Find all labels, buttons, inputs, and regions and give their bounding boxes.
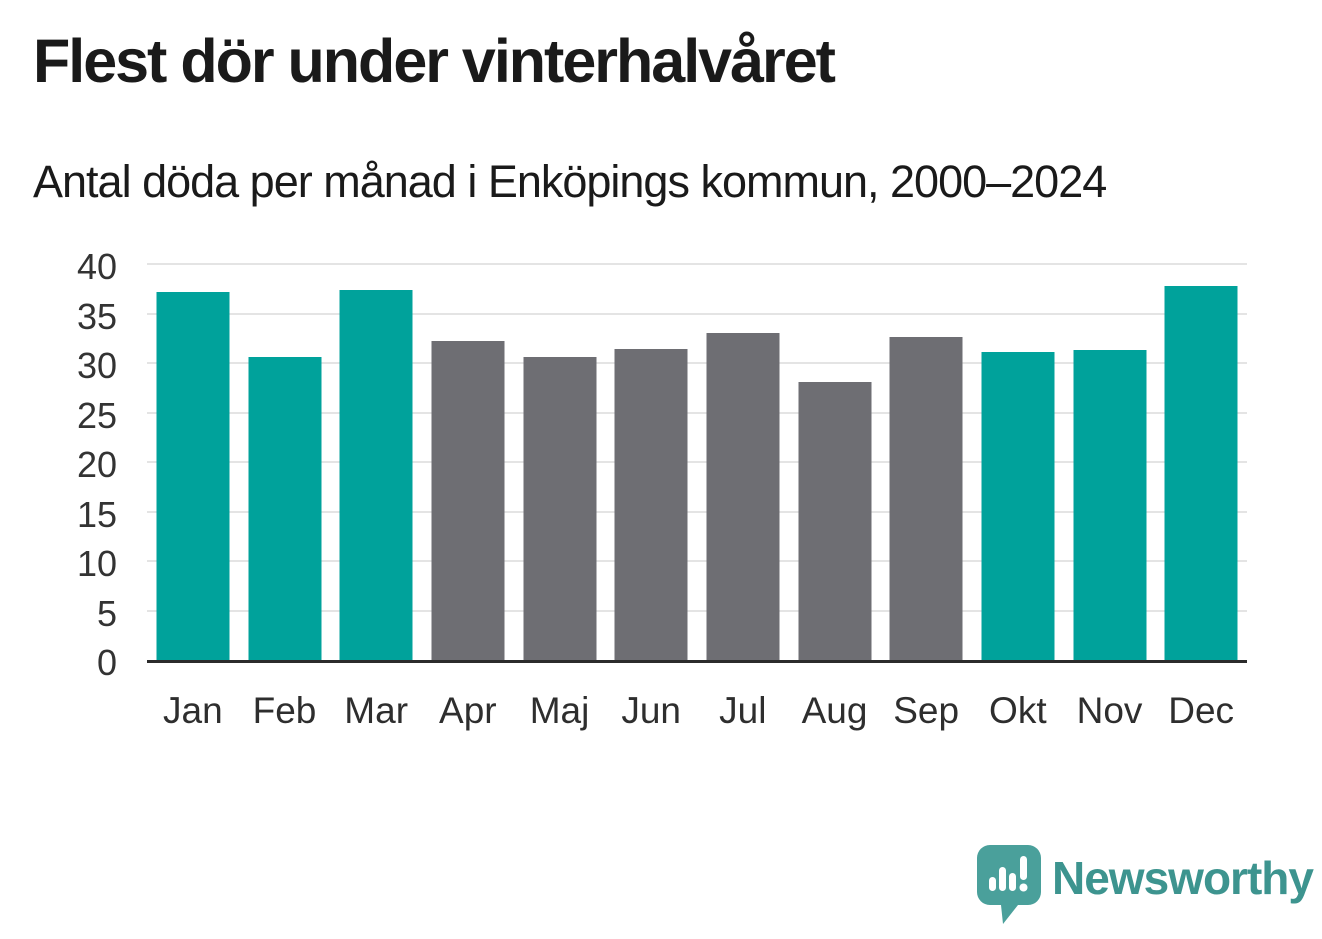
x-tick-label-sep: Sep (893, 690, 960, 731)
bar-jun (614, 349, 688, 660)
x-tick-label-nov: Nov (1076, 690, 1143, 731)
y-tick-label-30: 30 (76, 345, 117, 386)
gridline-5 (147, 609, 1247, 612)
gridline-20 (147, 461, 1247, 463)
y-tick-label-5: 5 (96, 592, 117, 634)
bar-feb (248, 357, 321, 660)
y-tick-label-10: 10 (76, 543, 117, 584)
y-axis: 0 5 10 15 20 25 30 35 40 (0, 249, 117, 681)
y-tick-label-35: 35 (76, 295, 117, 337)
x-tick-label-mar: Mar (344, 690, 409, 731)
bar-mar (339, 289, 413, 660)
bar-nov (1073, 350, 1146, 660)
x-tick-label-dec: Dec (1168, 690, 1235, 731)
bar-maj (523, 357, 596, 660)
x-tick-label-maj: Maj (529, 690, 590, 731)
x-tick-label-okt: Okt (989, 690, 1047, 731)
x-tick-label-jan: Jan (163, 690, 223, 731)
y-tick-label-0: 0 (96, 642, 117, 683)
bar-sep (889, 337, 963, 660)
x-tick-label-jul: Jul (719, 690, 767, 731)
x-tick-label-aug: Aug (801, 690, 868, 731)
chart-subtitle: Antal döda per månad i Enköpings kommun,… (33, 156, 1107, 207)
gridline-35 (147, 312, 1247, 315)
bar-dec (1164, 285, 1238, 660)
chart-title: Flest dör under vinterhalvåret (33, 27, 836, 95)
plot-area (147, 263, 1247, 663)
newsworthy-logo-icon (977, 845, 1041, 924)
gridline-10 (147, 560, 1247, 562)
y-tick-label-20: 20 (76, 444, 117, 485)
x-tick-label-feb: Feb (252, 690, 317, 731)
bar-jul (706, 333, 780, 660)
x-tick-label-jun: Jun (621, 690, 681, 731)
bar-aug (798, 381, 871, 660)
bar-okt (981, 352, 1055, 660)
gridline-40 (147, 263, 1247, 265)
gridline-30 (147, 362, 1247, 364)
newsworthy-wordmark: Newsworthy (1052, 852, 1314, 904)
bar-jan (156, 291, 230, 660)
gridline-15 (147, 510, 1247, 513)
gridline-25 (147, 411, 1247, 414)
branding: Newsworthy (976, 844, 1314, 926)
x-tick-label-apr: Apr (439, 690, 497, 731)
x-axis: Jan Feb Mar Apr Maj Jun Jul Aug Sep Okt Nov Dec (147, 691, 1247, 741)
y-tick-label-15: 15 (76, 493, 117, 535)
y-tick-label-25: 25 (76, 394, 117, 436)
bar-apr (431, 341, 505, 660)
y-tick-label-40: 40 (76, 246, 117, 287)
